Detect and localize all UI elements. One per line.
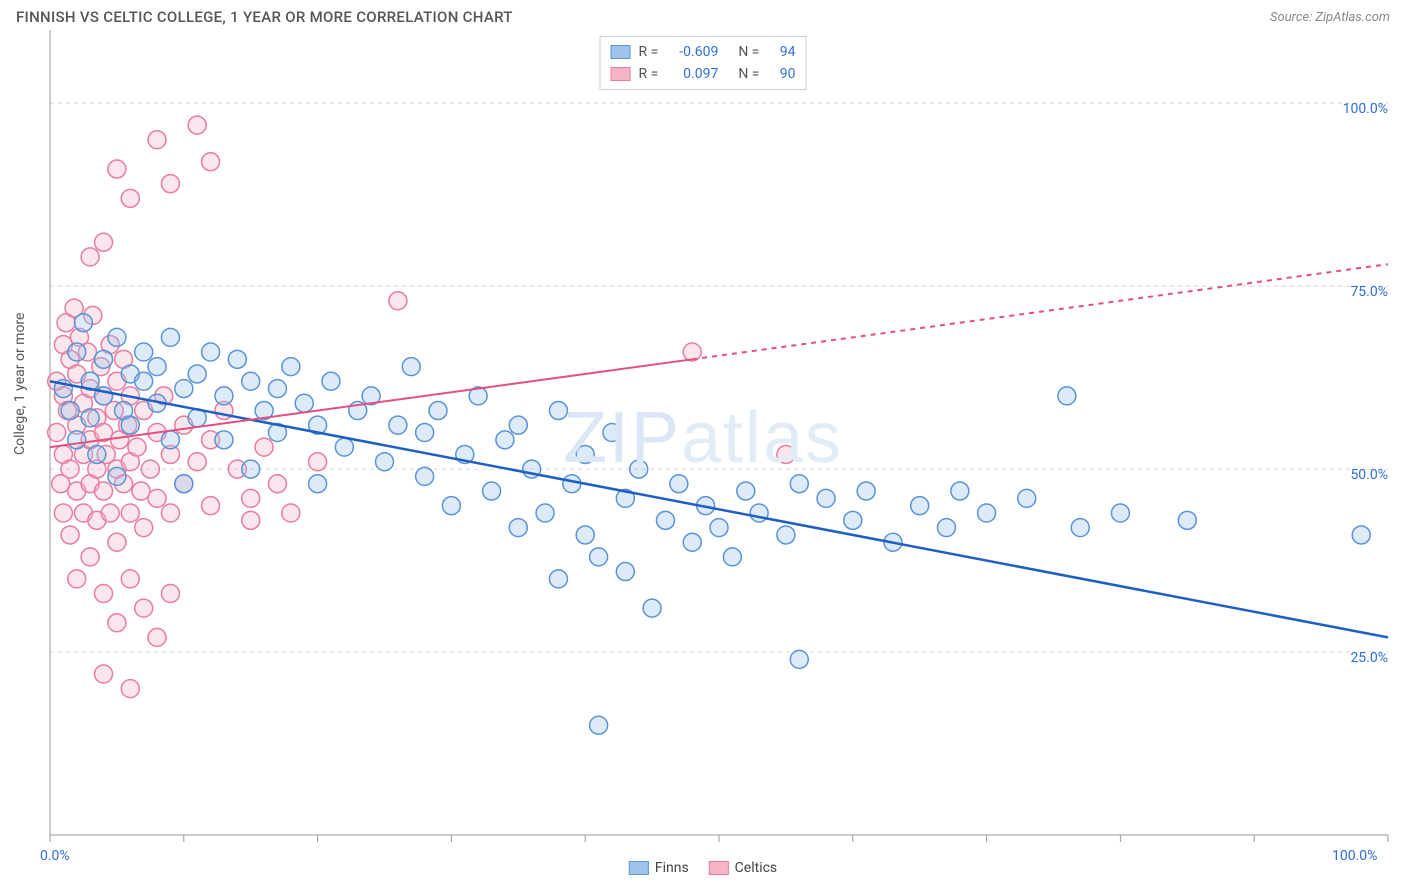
legend-row-finns: R = -0.609 N = 94 xyxy=(611,41,796,63)
y-tick-label: 50.0% xyxy=(1350,467,1388,483)
swatch-finns-bottom xyxy=(629,861,649,875)
y-tick-label: 100.0% xyxy=(1343,101,1388,117)
legend-label-celtics: Celtics xyxy=(735,860,777,876)
r-label: R = xyxy=(639,41,659,63)
legend-label-finns: Finns xyxy=(655,860,689,876)
y-tick-label: 25.0% xyxy=(1350,650,1388,666)
swatch-celtics-bottom xyxy=(709,861,729,875)
n-label-2: N = xyxy=(738,63,759,85)
swatch-celtics xyxy=(611,67,631,81)
legend-item-celtics: Celtics xyxy=(709,860,777,876)
n-value-celtics: 90 xyxy=(767,63,795,85)
legend-item-finns: Finns xyxy=(629,860,689,876)
series-legend: Finns Celtics xyxy=(629,860,777,876)
r-value-finns: -0.609 xyxy=(666,41,718,63)
scatter-chart-svg xyxy=(0,30,1406,860)
correlation-legend: R = -0.609 N = 94 R = 0.097 N = 90 xyxy=(600,36,807,90)
swatch-finns xyxy=(611,45,631,59)
r-label-2: R = xyxy=(639,63,659,85)
chart-source: Source: ZipAtlas.com xyxy=(1270,10,1390,25)
y-tick-label: 75.0% xyxy=(1350,284,1388,300)
y-axis-label: College, 1 year or more xyxy=(12,313,28,455)
chart-area: College, 1 year or more ZIPatlas R = -0.… xyxy=(0,30,1406,880)
r-value-celtics: 0.097 xyxy=(666,63,718,85)
n-value-finns: 94 xyxy=(767,41,795,63)
x-tick-label: 100.0% xyxy=(1332,848,1377,864)
n-label: N = xyxy=(738,41,759,63)
x-tick-label: 0.0% xyxy=(40,848,70,864)
legend-row-celtics: R = 0.097 N = 90 xyxy=(611,63,796,85)
chart-title: FINNISH VS CELTIC COLLEGE, 1 YEAR OR MOR… xyxy=(16,8,513,26)
chart-header: FINNISH VS CELTIC COLLEGE, 1 YEAR OR MOR… xyxy=(0,0,1406,30)
